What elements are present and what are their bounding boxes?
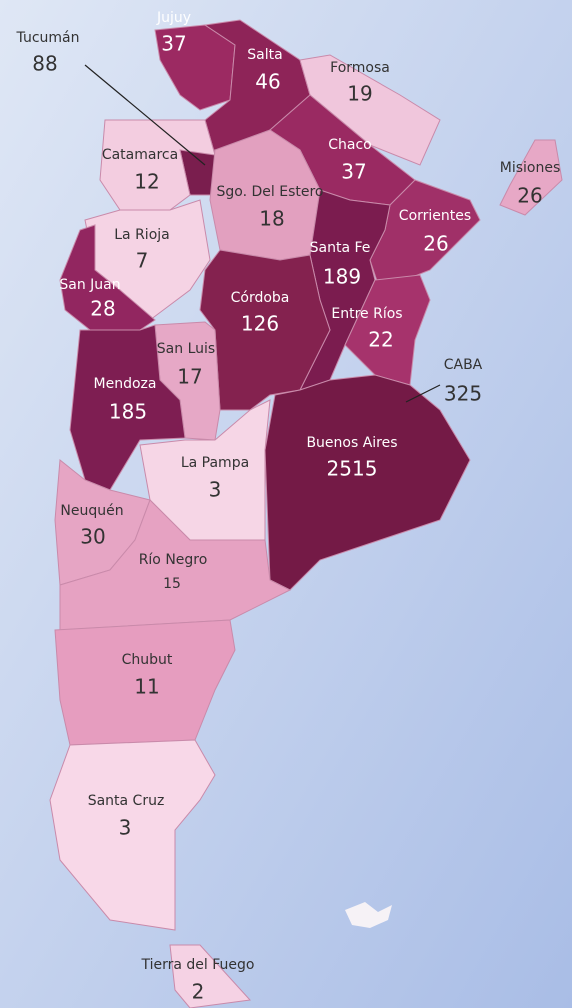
province-name: Neuquén (60, 503, 123, 519)
islands (345, 902, 392, 928)
province-name: La Rioja (114, 227, 169, 243)
province-name: San Juan (59, 277, 120, 293)
province-name: Mendoza (94, 376, 157, 392)
province-value: 2515 (327, 457, 378, 481)
province-value: 30 (80, 525, 105, 549)
province (49, 739, 216, 931)
province-name: Santa Fe (310, 240, 371, 256)
province-value: 26 (423, 232, 448, 256)
province-name: Río Negro (139, 552, 208, 568)
province (344, 274, 431, 386)
province-name: Santa Cruz (88, 793, 165, 809)
province-name: Sgo. Del Estero (217, 184, 324, 200)
province-name: Entre Ríos (331, 306, 402, 322)
province-value: 3 (209, 478, 222, 502)
province-name: Buenos Aires (306, 435, 397, 451)
province-name: Salta (247, 47, 282, 63)
province-value: 325 (444, 382, 482, 406)
province (69, 324, 186, 491)
province-name: Formosa (330, 60, 390, 76)
province-value: 2 (192, 980, 205, 1004)
province-name: Córdoba (231, 290, 290, 306)
province-value: 126 (241, 312, 279, 336)
province-name: CABA (444, 357, 483, 373)
leader-line (405, 384, 441, 403)
province-name: Tierra del Fuego (141, 957, 255, 973)
province-name: Catamarca (102, 147, 178, 163)
province-name: Misiones (500, 160, 561, 176)
province-value: 28 (90, 297, 115, 321)
province (199, 249, 331, 411)
leader-line (84, 64, 206, 166)
province-value: 185 (109, 400, 147, 424)
province-name: Jujuy (156, 10, 191, 26)
province (499, 139, 563, 216)
province-value: 7 (136, 249, 149, 273)
province-value: 3 (119, 816, 132, 840)
province (99, 119, 216, 211)
province-name: Chaco (328, 137, 372, 153)
province-value: 37 (341, 160, 366, 184)
province-value: 17 (177, 365, 202, 389)
province (169, 944, 252, 1008)
provinces (49, 19, 563, 1008)
province-value: 37 (161, 32, 186, 56)
province-value: 12 (134, 170, 159, 194)
province-value: 15 (163, 576, 181, 592)
province-value: 88 (32, 52, 57, 76)
province-name: La Pampa (181, 455, 249, 471)
province-value: 46 (255, 70, 280, 94)
province-value: 19 (347, 82, 372, 106)
province-value: 189 (323, 265, 361, 289)
province-name: Corrientes (399, 208, 471, 224)
province-value: 11 (134, 675, 159, 699)
province (54, 619, 236, 746)
province (59, 224, 156, 331)
province-value: 22 (368, 328, 393, 352)
province-value: 26 (517, 184, 542, 208)
province-value: 18 (259, 207, 284, 231)
province-name: San Luis (157, 341, 215, 357)
province-name: Chubut (122, 652, 173, 668)
province-name: Tucumán (16, 30, 80, 46)
